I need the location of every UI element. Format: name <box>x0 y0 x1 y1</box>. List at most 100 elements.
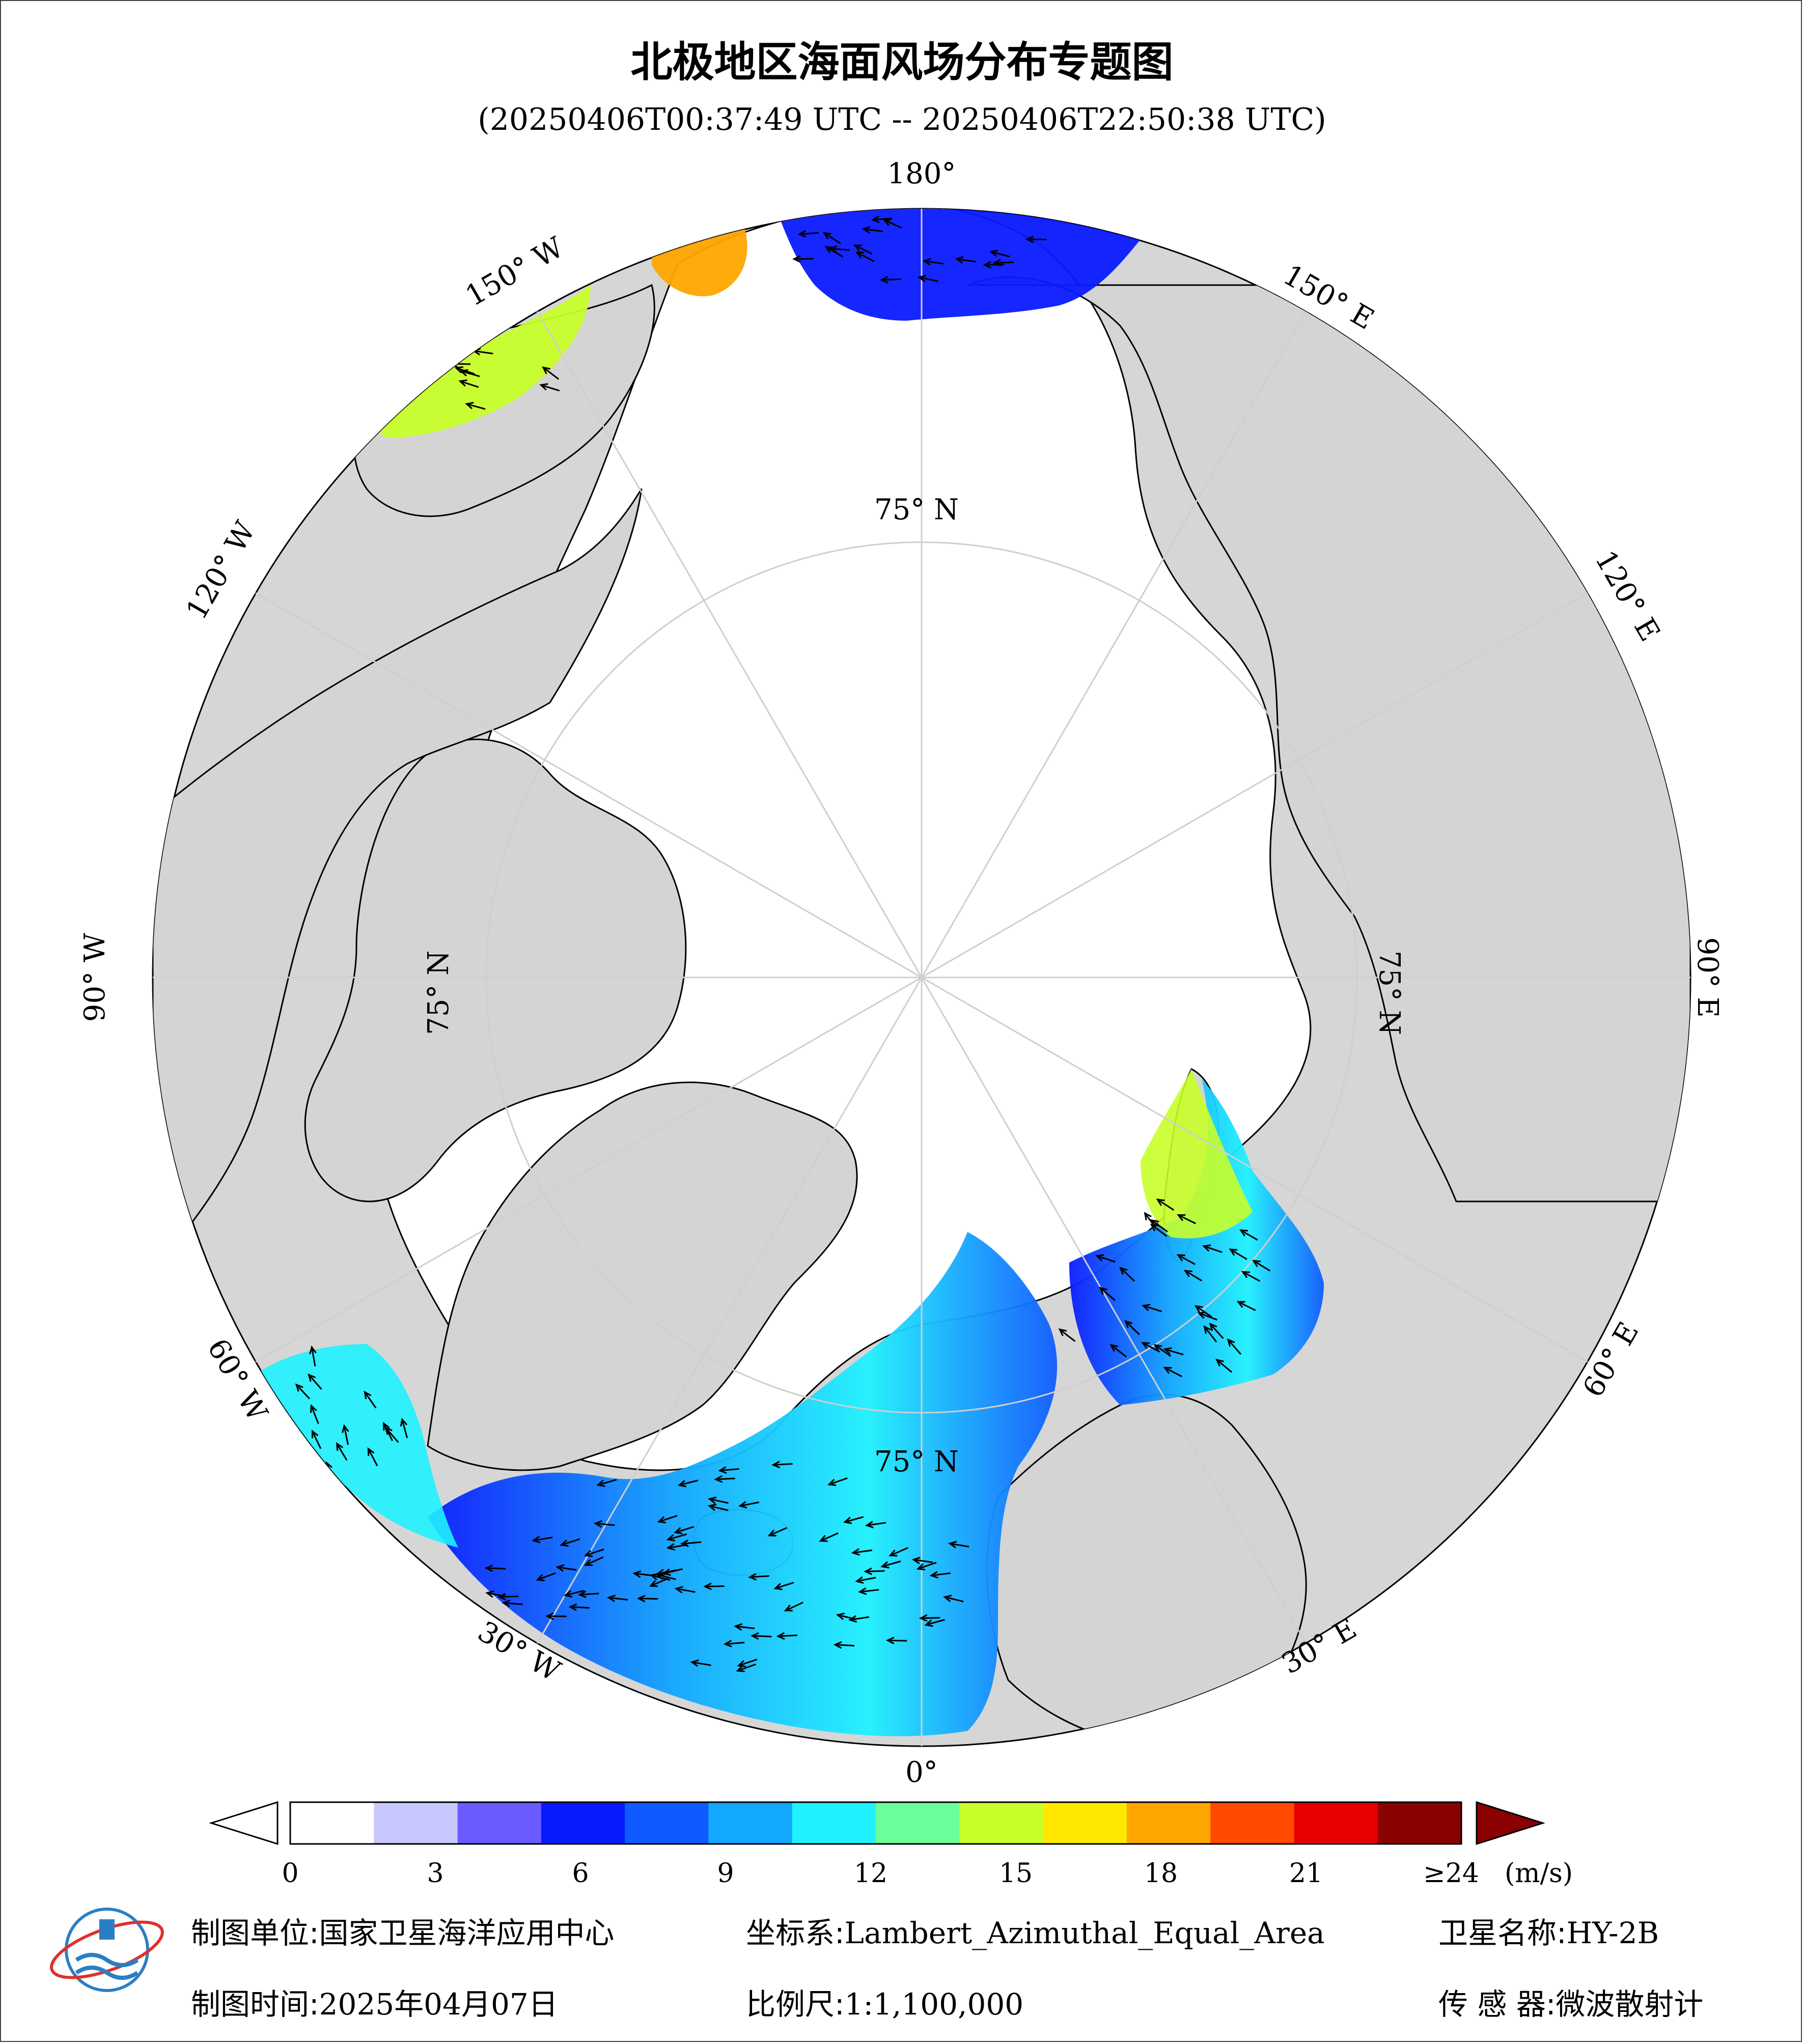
colorbar-segment <box>708 1802 793 1844</box>
wind-swath-beaufort <box>367 285 591 438</box>
wind-arrow <box>682 1541 702 1545</box>
wind-arrow <box>1178 1214 1196 1224</box>
date-label: 制图时间: <box>191 1987 319 2022</box>
wind-arrow <box>859 1589 879 1593</box>
colorbar-over-triangle <box>1476 1801 1545 1845</box>
wind-arrow-head <box>310 1404 317 1413</box>
colorbar-segment <box>625 1802 709 1844</box>
wind-arrow-head <box>311 1430 319 1439</box>
colorbar-unit: (m/s) <box>1505 1858 1573 1889</box>
wind-arrow <box>675 1526 695 1533</box>
wind-arrow-head <box>750 1632 759 1640</box>
wind-arrow <box>474 350 493 355</box>
wind-arrow <box>926 1619 945 1626</box>
wind-arrow-head <box>655 1572 664 1580</box>
wind-arrow <box>543 367 560 380</box>
graticule <box>153 209 1690 1746</box>
wind-arrow <box>1059 1329 1076 1342</box>
wind-arrow-head <box>383 1422 390 1431</box>
wind-arrow <box>303 1492 310 1511</box>
wind-arrow <box>1111 1344 1127 1358</box>
wind-arrow-head <box>532 1535 541 1544</box>
colorbar-segment <box>959 1802 1044 1844</box>
wind-arrow <box>310 1405 319 1424</box>
colorbar-segment <box>1294 1802 1378 1844</box>
wind-arrow-head <box>773 1583 783 1590</box>
wind-arrow-head <box>864 1567 873 1575</box>
wind-arrow-head <box>1215 1358 1224 1367</box>
wind-arrow-head <box>459 369 468 377</box>
colorbar-segment <box>792 1802 876 1844</box>
wind-arrow-head <box>983 261 992 269</box>
wind-arrow-head <box>767 1529 776 1537</box>
wind-arrow <box>740 1501 759 1507</box>
wind-arrow-head <box>433 348 442 356</box>
colorbar-segment <box>1126 1802 1211 1844</box>
wind-arrow-head <box>855 1576 864 1584</box>
wind-arrow <box>466 403 486 410</box>
wind-arrow-head <box>843 1517 852 1524</box>
wind-arrow <box>311 1347 316 1366</box>
wind-arrow <box>561 1538 580 1546</box>
wind-arrow <box>503 1602 523 1605</box>
wind-arrow <box>705 1585 725 1587</box>
wind-arrow <box>856 1577 876 1582</box>
wind-arrow <box>597 1479 617 1486</box>
wind-arrow-head <box>400 1417 408 1427</box>
wind-arrow <box>881 278 901 281</box>
canadian-archipelago <box>304 738 687 1202</box>
sensor-info: 传 感 器:微波散射计 <box>1438 1980 1703 2023</box>
colorbar-under-triangle <box>209 1801 279 1845</box>
wind-arrow <box>1177 1254 1196 1265</box>
colorbar <box>209 1801 1545 1845</box>
wind-arrow <box>737 1663 757 1672</box>
wind-arrow <box>1204 1326 1217 1342</box>
lat-label-75-right: 75° N <box>1373 950 1406 1035</box>
wind-arrow <box>658 1515 678 1523</box>
wind-arrow <box>399 379 418 388</box>
wind-arrow <box>540 384 560 391</box>
wind-arrow <box>608 1597 628 1601</box>
colorbar-tick-label: 18 <box>1144 1858 1178 1889</box>
wind-arrow <box>913 1559 933 1563</box>
wind-arrow <box>785 1602 803 1611</box>
wind-arrow-head <box>302 1490 310 1499</box>
wind-arrow <box>931 1572 951 1577</box>
wind-arrow <box>778 1634 798 1637</box>
wind-arrow <box>884 219 902 229</box>
colorbar-segment <box>1377 1802 1462 1844</box>
wind-arrow-head <box>1124 1320 1133 1328</box>
wind-arrow <box>1151 1219 1168 1233</box>
wind-arrow-head <box>784 1604 793 1612</box>
wind-arrow <box>565 1589 585 1597</box>
north-america-mainland <box>153 488 643 1275</box>
colorbar-tick-label: 9 <box>717 1858 734 1889</box>
wind-arrow <box>844 1516 864 1523</box>
wind-arrow <box>676 1587 696 1593</box>
wind-arrow <box>773 1463 793 1466</box>
wind-arrow-head <box>948 1541 957 1549</box>
wind-arrow-head <box>1141 1342 1150 1349</box>
wind-arrow-head <box>862 226 871 234</box>
wind-arrow <box>866 1522 886 1526</box>
wind-arrow <box>863 228 883 232</box>
wind-arrow <box>919 276 938 283</box>
wind-arrow <box>579 1592 599 1595</box>
wind-arrow <box>918 1561 937 1570</box>
wind-arrow-head <box>833 1641 842 1649</box>
wind-arrow-head <box>885 1636 895 1644</box>
wind-arrow-head <box>723 1640 732 1647</box>
satellite-value: HY-2B <box>1566 1916 1659 1950</box>
colorbar-segment <box>1043 1802 1127 1844</box>
wind-arrow-head <box>657 1516 667 1524</box>
wind-arrow-head <box>748 1573 757 1581</box>
wind-arrow-head <box>819 1535 828 1542</box>
wind-arrow-head <box>596 1479 605 1487</box>
wind-arrow-head <box>465 402 474 409</box>
wind-arrow-head <box>1156 1198 1165 1207</box>
wind-arrow-head <box>502 1600 511 1607</box>
wind-arrow-head <box>606 1594 616 1602</box>
wind-arrow-head <box>677 1480 687 1488</box>
